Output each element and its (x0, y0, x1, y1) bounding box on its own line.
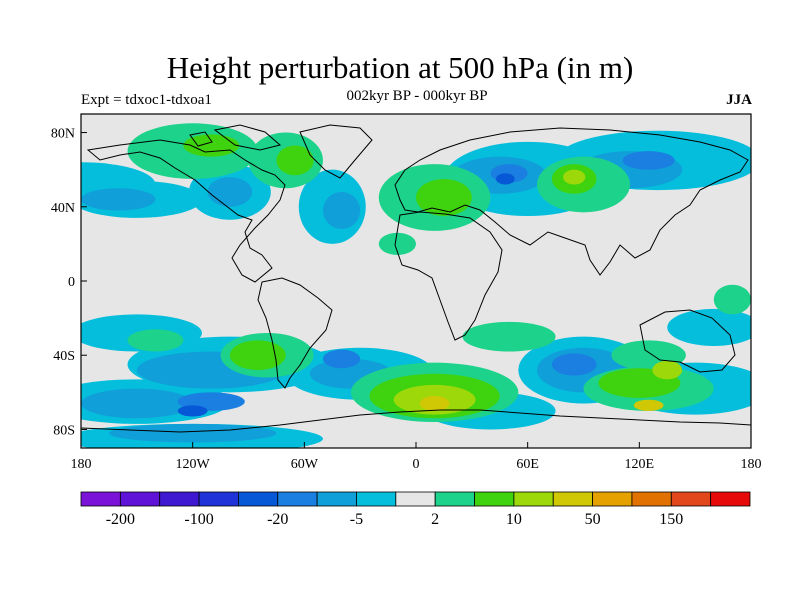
field-region-yellow (419, 396, 450, 411)
coast-greenland (299, 124, 373, 179)
colorbar-swatch (474, 491, 515, 507)
field-region-blue-dark (496, 173, 515, 185)
colorbar-swatch (238, 491, 279, 507)
colorbar-swatch (159, 491, 200, 507)
field-layer (81, 114, 751, 448)
field-region-green-light (462, 321, 556, 352)
y-tick-label: 80S (53, 423, 75, 438)
x-tick-label: 120E (625, 457, 655, 472)
colorbar-swatch (277, 491, 318, 507)
period-label: 002kyr BP - 000kyr BP (346, 88, 488, 104)
field-region-cyan (667, 308, 751, 346)
axes: 180 120W 60W 0 60E 120E 180 80N 40N 0 40S 80S (51, 127, 762, 472)
page-title: Height perturbation at 500 hPa (in m) (166, 50, 634, 85)
coast-north-america (86, 139, 286, 283)
coast-antarctica (81, 409, 751, 433)
field-region-green-light (378, 232, 416, 256)
colorbar-label: 150 (659, 511, 683, 528)
colorbar-swatch (434, 491, 475, 507)
field-region-green (229, 340, 286, 371)
field-region-blue-light (81, 188, 156, 211)
field-region-blue-light (207, 177, 253, 207)
field-region-green-light (127, 329, 184, 352)
x-tick-label: 180 (71, 457, 92, 472)
field-region-green (276, 145, 314, 176)
x-tick-label: 60E (516, 457, 539, 472)
coast-south-america (257, 277, 333, 389)
colorbar-swatch (119, 491, 161, 507)
field-region-blue (622, 151, 675, 170)
x-tick-label: 60W (291, 457, 319, 472)
x-tick-label: 120W (176, 457, 211, 472)
colorbar-swatch (80, 491, 121, 507)
colorbar: -200 -100 -20 -5 2 10 50 150 (80, 491, 751, 528)
field-region-yellow-green (652, 360, 683, 380)
experiment-label: Expt = tdxoc1-tdxoa1 (81, 92, 212, 108)
y-tick-label: 0 (68, 275, 75, 290)
coast-eurasia (394, 127, 749, 276)
coastlines (81, 124, 751, 433)
y-tick-label: 80N (51, 127, 75, 142)
field-region-blue-light (81, 388, 193, 419)
field-region-yellow-green (563, 169, 586, 185)
colorbar-label: -200 (106, 511, 135, 528)
field-region-blue (551, 353, 597, 376)
colorbar-swatch (592, 491, 633, 507)
colorbar-label: 50 (585, 511, 601, 528)
field-region-green (183, 134, 240, 157)
colorbar-swatch (670, 491, 712, 507)
colorbar-swatch (356, 491, 397, 507)
coast-arctic-islands (189, 124, 282, 151)
coast-africa (394, 211, 503, 341)
field-region-blue (322, 349, 361, 369)
field-region-green-light (713, 284, 751, 315)
colorbar-swatch (395, 491, 436, 507)
field-region-yellow (633, 399, 664, 411)
colorbar-swatch (552, 491, 593, 507)
season-label: JJA (726, 92, 752, 108)
colorbar-label: 2 (431, 511, 439, 528)
colorbar-label: -100 (184, 511, 213, 528)
colorbar-label: -20 (267, 511, 288, 528)
x-tick-label: 180 (741, 457, 762, 472)
colorbar-swatch (710, 491, 751, 507)
field-region-blue-light (108, 423, 277, 443)
coast-australia (639, 309, 736, 373)
colorbar-label: 10 (506, 511, 522, 528)
colorbar-swatch (316, 491, 357, 507)
field-region-blue-light (322, 191, 361, 230)
field-region-blue-dark (177, 405, 208, 417)
y-tick-label: 40N (51, 201, 75, 216)
field-region-green (416, 178, 472, 217)
colorbar-swatch (513, 491, 554, 507)
colorbar-swatch (631, 491, 672, 507)
colorbar-swatch (198, 491, 239, 507)
y-tick-label: 40S (53, 349, 75, 364)
colorbar-label: -5 (350, 511, 363, 528)
x-tick-label: 0 (413, 457, 420, 472)
